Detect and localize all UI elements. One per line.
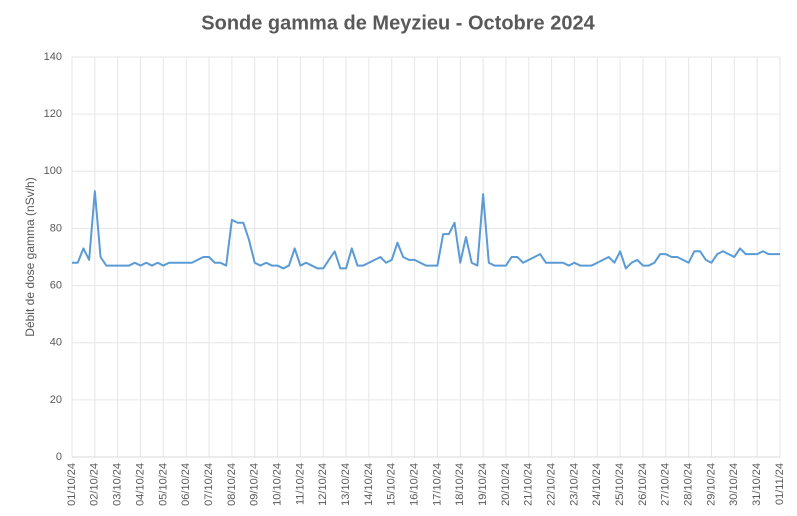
x-tick-label: 01/11/24 bbox=[774, 463, 786, 505]
x-tick-label: 30/10/24 bbox=[728, 463, 740, 506]
x-tick-label: 31/10/24 bbox=[751, 463, 763, 506]
x-tick-label: 20/10/24 bbox=[500, 463, 512, 506]
data-line bbox=[72, 190, 780, 270]
x-tick-label: 06/10/24 bbox=[180, 463, 192, 506]
x-tick-label: 04/10/24 bbox=[134, 463, 146, 506]
x-tick-label: 27/10/24 bbox=[660, 463, 672, 506]
x-tick-label: 23/10/24 bbox=[568, 463, 580, 506]
x-tick-label: 05/10/24 bbox=[157, 463, 169, 506]
x-tick-label: 13/10/24 bbox=[340, 463, 352, 506]
x-tick-label: 18/10/24 bbox=[454, 463, 466, 506]
chart-title: Sonde gamma de Meyzieu - Octobre 2024 bbox=[201, 12, 595, 34]
y-tick-label: 100 bbox=[44, 165, 62, 177]
x-tick-label: 25/10/24 bbox=[614, 463, 626, 506]
x-tick-label: 17/10/24 bbox=[431, 463, 443, 506]
y-tick-label: 60 bbox=[50, 279, 62, 291]
x-tick-label: 28/10/24 bbox=[683, 463, 695, 506]
x-tick-label: 01/10/24 bbox=[66, 463, 78, 506]
y-tick-label: 20 bbox=[50, 394, 62, 406]
y-tick-label: 120 bbox=[44, 108, 62, 120]
y-tick-label: 140 bbox=[44, 51, 62, 63]
x-tick-label: 22/10/24 bbox=[546, 463, 558, 506]
x-tick-label: 02/10/24 bbox=[89, 463, 101, 506]
x-tick-label: 21/10/24 bbox=[523, 463, 535, 506]
y-axis-label: Débit de dose gamma (nSv/h) bbox=[23, 177, 37, 336]
x-tick-label: 29/10/24 bbox=[705, 463, 717, 506]
x-tick-label: 07/10/24 bbox=[203, 463, 215, 506]
x-tick-label: 15/10/24 bbox=[386, 463, 398, 506]
x-tick-label: 26/10/24 bbox=[637, 463, 649, 506]
x-tick-label: 24/10/24 bbox=[591, 463, 603, 506]
x-tick-label: 11/10/24 bbox=[294, 463, 306, 505]
y-tick-label: 80 bbox=[50, 222, 62, 234]
x-tick-label: 19/10/24 bbox=[477, 463, 489, 506]
y-tick-label: 0 bbox=[56, 451, 62, 463]
x-tick-label: 12/10/24 bbox=[317, 463, 329, 506]
x-tick-label: 16/10/24 bbox=[408, 463, 420, 506]
y-tick-label: 40 bbox=[50, 337, 62, 349]
x-tick-label: 03/10/24 bbox=[112, 463, 124, 506]
x-tick-label: 08/10/24 bbox=[226, 463, 238, 506]
x-tick-label: 09/10/24 bbox=[249, 463, 261, 506]
x-tick-label: 10/10/24 bbox=[271, 463, 283, 506]
x-tick-label: 14/10/24 bbox=[363, 463, 375, 506]
